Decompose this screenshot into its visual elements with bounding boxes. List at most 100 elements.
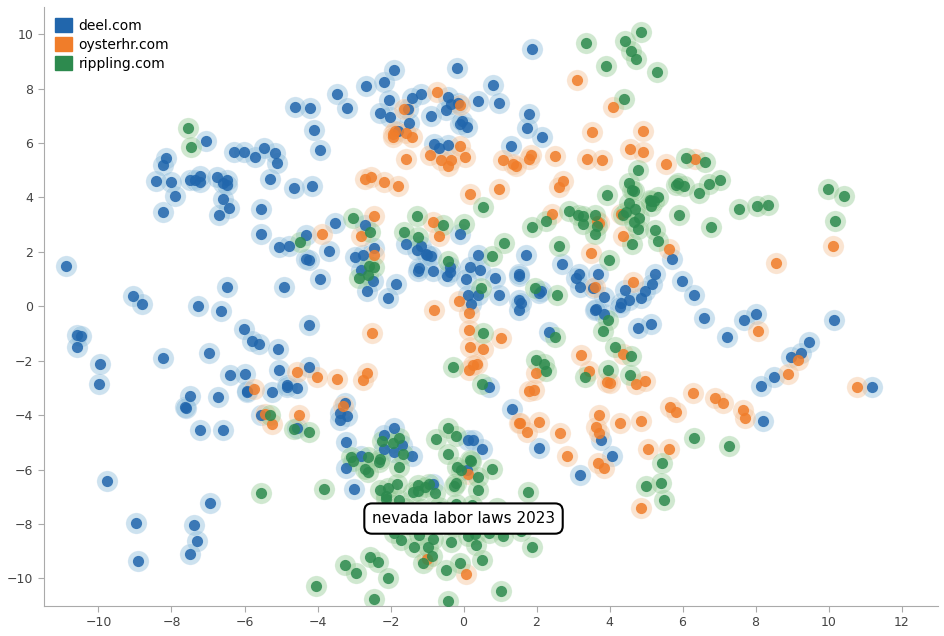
- Point: [440, 448, 455, 459]
- Point: [128, 518, 143, 528]
- Point: [508, 161, 523, 171]
- Point: [637, 377, 652, 387]
- Point: [407, 519, 422, 529]
- Point: [442, 267, 457, 277]
- Point: [598, 61, 613, 71]
- Point: [707, 393, 722, 403]
- Point: [824, 240, 839, 251]
- Point: [302, 103, 317, 113]
- Point: [736, 315, 751, 325]
- Point: [440, 422, 455, 432]
- Point: [244, 336, 259, 347]
- Point: [362, 552, 377, 562]
- Point: [513, 298, 528, 308]
- Point: [632, 213, 647, 223]
- Point: [271, 365, 286, 375]
- Point: [180, 123, 195, 134]
- Point: [306, 125, 321, 135]
- Point: [669, 178, 684, 188]
- Point: [271, 242, 286, 252]
- Point: [824, 240, 839, 251]
- Point: [74, 331, 89, 341]
- Point: [346, 455, 361, 466]
- Point: [386, 422, 401, 432]
- Point: [622, 370, 637, 380]
- Point: [386, 447, 401, 457]
- Point: [442, 267, 457, 277]
- Point: [358, 174, 373, 184]
- Point: [309, 372, 324, 382]
- Point: [287, 102, 302, 112]
- Point: [472, 265, 487, 275]
- Point: [440, 256, 455, 266]
- Point: [254, 410, 269, 420]
- Point: [453, 464, 468, 474]
- Point: [410, 232, 425, 242]
- Point: [332, 415, 347, 425]
- Point: [386, 65, 401, 75]
- Point: [289, 367, 304, 377]
- Point: [599, 377, 615, 387]
- Point: [535, 359, 550, 369]
- Point: [571, 268, 586, 279]
- Point: [332, 408, 347, 418]
- Point: [674, 276, 689, 286]
- Point: [702, 222, 717, 232]
- Point: [360, 467, 375, 477]
- Point: [211, 210, 227, 220]
- Point: [547, 151, 562, 162]
- Point: [329, 374, 344, 384]
- Point: [590, 268, 605, 279]
- Point: [521, 385, 536, 396]
- Point: [289, 367, 304, 377]
- Point: [621, 178, 636, 188]
- Point: [363, 172, 379, 183]
- Point: [70, 330, 85, 340]
- Point: [362, 261, 377, 271]
- Point: [504, 403, 519, 413]
- Point: [426, 217, 441, 227]
- Point: [214, 194, 229, 204]
- Point: [276, 282, 291, 292]
- Point: [182, 391, 197, 401]
- Point: [505, 159, 520, 169]
- Point: [634, 148, 649, 158]
- Point: [789, 355, 804, 365]
- Point: [513, 418, 528, 428]
- Point: [462, 262, 477, 272]
- Point: [346, 455, 361, 466]
- Point: [365, 250, 380, 260]
- Point: [358, 81, 373, 92]
- Point: [263, 419, 278, 429]
- Point: [257, 142, 272, 153]
- Point: [447, 481, 462, 491]
- Point: [381, 95, 396, 106]
- Point: [579, 153, 594, 163]
- Point: [749, 200, 764, 211]
- Point: [442, 262, 457, 272]
- Point: [237, 368, 252, 378]
- Point: [559, 451, 574, 461]
- Point: [128, 518, 143, 528]
- Point: [304, 181, 319, 191]
- Point: [551, 428, 566, 438]
- Point: [849, 382, 864, 392]
- Point: [411, 530, 426, 541]
- Point: [480, 529, 496, 539]
- Point: [615, 231, 630, 241]
- Point: [464, 360, 480, 370]
- Point: [487, 273, 502, 283]
- Point: [405, 487, 420, 497]
- Point: [423, 111, 438, 121]
- Point: [262, 174, 278, 184]
- Point: [531, 417, 546, 427]
- Point: [410, 486, 425, 496]
- Point: [387, 126, 402, 136]
- Point: [451, 296, 466, 307]
- Point: [438, 565, 453, 576]
- Point: [697, 156, 712, 167]
- Point: [363, 172, 379, 183]
- Point: [585, 282, 600, 293]
- Point: [618, 207, 633, 218]
- Point: [376, 77, 391, 87]
